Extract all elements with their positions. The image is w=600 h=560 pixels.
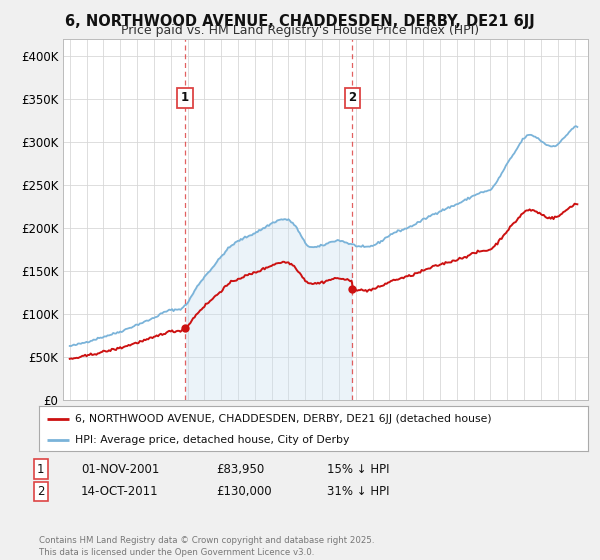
Text: 1: 1	[37, 463, 44, 476]
Text: 6, NORTHWOOD AVENUE, CHADDESDEN, DERBY, DE21 6JJ (detached house): 6, NORTHWOOD AVENUE, CHADDESDEN, DERBY, …	[74, 413, 491, 423]
Text: Price paid vs. HM Land Registry's House Price Index (HPI): Price paid vs. HM Land Registry's House …	[121, 24, 479, 37]
Text: £130,000: £130,000	[216, 485, 272, 498]
Text: Contains HM Land Registry data © Crown copyright and database right 2025.
This d: Contains HM Land Registry data © Crown c…	[39, 536, 374, 557]
Text: 6, NORTHWOOD AVENUE, CHADDESDEN, DERBY, DE21 6JJ: 6, NORTHWOOD AVENUE, CHADDESDEN, DERBY, …	[65, 14, 535, 29]
Text: HPI: Average price, detached house, City of Derby: HPI: Average price, detached house, City…	[74, 435, 349, 445]
Text: 14-OCT-2011: 14-OCT-2011	[81, 485, 158, 498]
Text: 1: 1	[181, 91, 189, 104]
Text: 01-NOV-2001: 01-NOV-2001	[81, 463, 160, 476]
Text: 2: 2	[37, 485, 44, 498]
Text: 15% ↓ HPI: 15% ↓ HPI	[327, 463, 389, 476]
Text: £83,950: £83,950	[216, 463, 264, 476]
Text: 31% ↓ HPI: 31% ↓ HPI	[327, 485, 389, 498]
Text: 2: 2	[348, 91, 356, 104]
